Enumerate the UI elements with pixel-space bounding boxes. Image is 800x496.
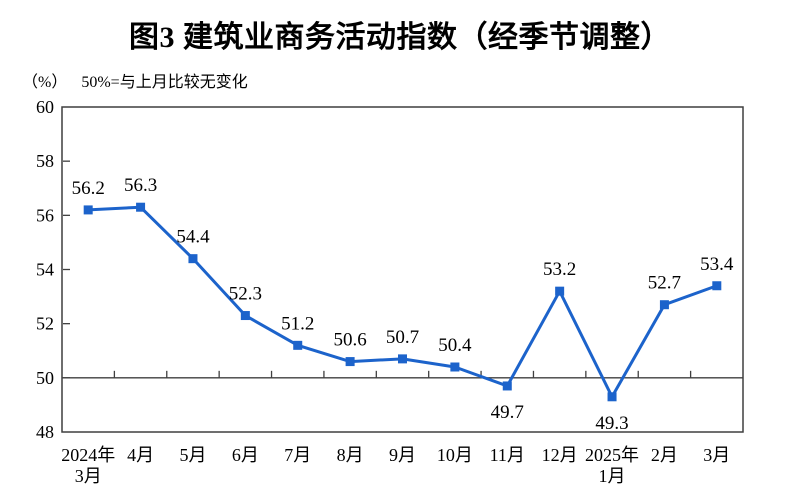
data-point-marker <box>659 300 669 310</box>
data-point-marker <box>712 281 722 291</box>
data-label: 51.2 <box>281 313 314 334</box>
data-label: 56.3 <box>124 175 157 196</box>
data-point-marker <box>345 357 355 367</box>
y-axis-label: 54 <box>36 260 54 280</box>
x-axis-label: 2月 <box>651 445 678 465</box>
data-label: 56.2 <box>72 178 105 199</box>
data-point-marker <box>293 340 303 350</box>
y-axis-label: 48 <box>36 422 54 442</box>
data-label: 50.7 <box>386 327 419 348</box>
x-axis-label: 2025年 1月 <box>585 445 639 486</box>
y-axis-label: 58 <box>36 151 54 171</box>
data-label: 49.7 <box>491 402 524 423</box>
data-point-marker <box>83 205 93 215</box>
y-axis-label: 60 <box>36 97 54 117</box>
data-label: 52.3 <box>229 284 262 305</box>
x-axis-label: 2024年 3月 <box>61 445 115 486</box>
x-axis-label: 9月 <box>389 445 416 465</box>
x-axis-label: 7月 <box>284 445 311 465</box>
x-axis-label: 12月 <box>542 445 578 465</box>
x-axis-label: 10月 <box>437 445 473 465</box>
data-point-marker <box>240 311 250 321</box>
data-point-marker <box>607 392 617 402</box>
data-point-marker <box>188 254 198 264</box>
data-label: 49.3 <box>595 413 628 434</box>
data-point-marker <box>555 286 565 296</box>
chart-title: 图3 建筑业商务活动指数（经季节调整） <box>129 21 671 54</box>
data-point-marker <box>502 381 512 391</box>
data-label: 50.4 <box>438 335 472 356</box>
data-point-marker <box>136 202 146 212</box>
x-axis-label: 3月 <box>703 445 730 465</box>
data-label: 53.2 <box>543 259 576 280</box>
data-label: 52.7 <box>648 273 681 294</box>
data-label: 54.4 <box>176 227 210 248</box>
axis-note-row: （%） 50%=与上月比较无变化 <box>22 68 248 92</box>
x-axis-label: 6月 <box>232 445 259 465</box>
data-label: 50.6 <box>333 330 366 351</box>
y-axis-label: 52 <box>36 314 54 334</box>
x-axis-label: 8月 <box>337 445 364 465</box>
data-point-marker <box>398 354 407 364</box>
x-axis-label: 5月 <box>179 445 206 465</box>
y-axis-unit-label: （%） <box>22 74 68 91</box>
plot-border <box>61 106 744 433</box>
x-axis-label: 4月 <box>127 445 154 465</box>
data-label: 53.4 <box>700 254 734 275</box>
reference-line-note: 50%=与上月比较无变化 <box>81 74 248 91</box>
x-axis-label: 11月 <box>490 445 525 465</box>
data-point-marker <box>450 362 460 372</box>
y-axis-label: 50 <box>36 368 54 388</box>
y-axis-label: 56 <box>36 205 54 225</box>
